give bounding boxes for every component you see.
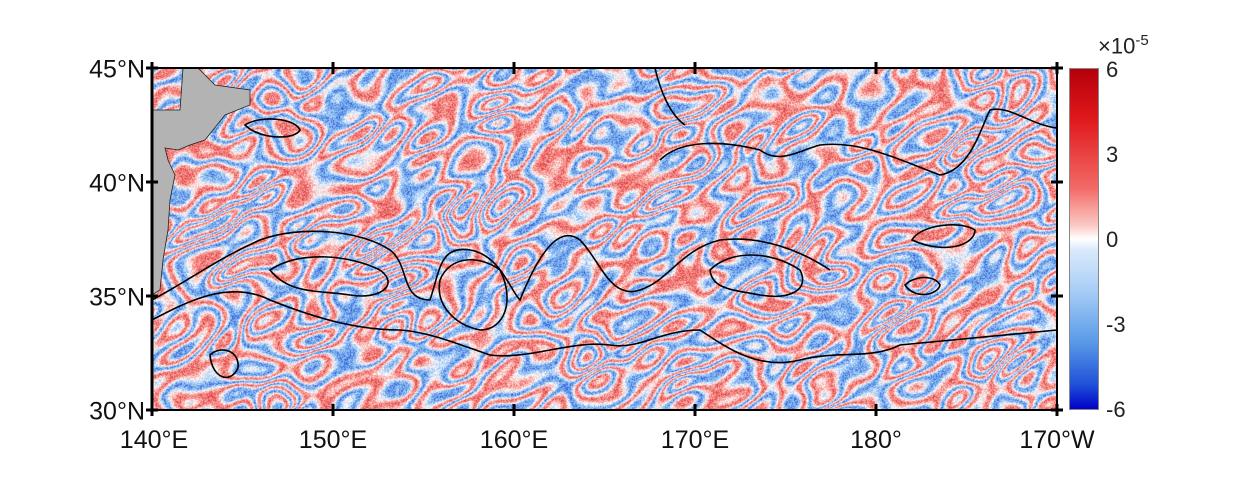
contour-eddy-1: [438, 259, 508, 331]
contour-kuroshio-south: [151, 291, 1058, 364]
lon-label-170w: 170°W: [1019, 426, 1095, 454]
contour-eddy-4: [243, 118, 301, 138]
lon-label-180: 180°: [850, 426, 902, 454]
lon-label-170e: 170°E: [660, 426, 730, 454]
lat-label-40n: 40°N: [89, 169, 145, 198]
ticks: [146, 62, 1063, 416]
colorbar-multiplier: ×10-5: [1098, 32, 1149, 59]
contour-meander: [268, 256, 389, 297]
contour-eddy-3: [903, 276, 941, 296]
colorbar-tick-3: 3: [1106, 142, 1119, 167]
colorbar-tick-6: 6: [1106, 57, 1119, 82]
contour-eddy-6: [709, 254, 804, 297]
contour-north-1: [659, 108, 1058, 176]
lat-label-35n: 35°N: [89, 283, 145, 312]
map-frame: [151, 67, 1058, 411]
multiplier-base: ×10: [1098, 33, 1136, 59]
contour-north-2: [654, 67, 686, 126]
lon-label-140e: 140°E: [119, 426, 189, 454]
land-japan: [151, 67, 251, 296]
contours: [151, 67, 1058, 379]
colorbar: [1069, 68, 1099, 410]
lon-label-160e: 160°E: [479, 426, 549, 454]
colorbar-tick-minus6: -6: [1106, 397, 1126, 422]
multiplier-exponent: -5: [1135, 32, 1149, 49]
lat-label-30n: 30°N: [89, 397, 145, 426]
contour-eddy-5: [209, 349, 239, 379]
lat-label-45n: 45°N: [89, 55, 145, 84]
colorbar-tick-minus3: -3: [1106, 312, 1126, 337]
contour-eddy-2: [910, 224, 976, 249]
colorbar-tick-0: 0: [1106, 227, 1119, 252]
vorticity-field-map: [152, 68, 1057, 410]
lon-label-150e: 150°E: [298, 426, 368, 454]
contour-kuroshio-north: [151, 230, 831, 302]
